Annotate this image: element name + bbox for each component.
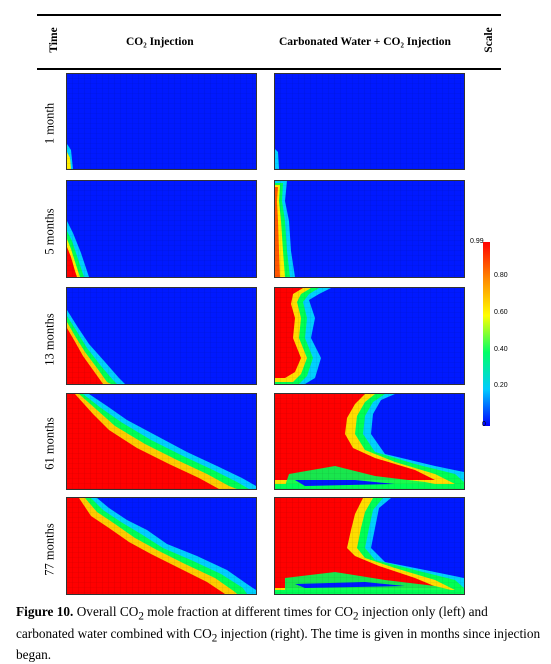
panel-co2-5-months [66,180,257,278]
co2-injection-header: CO₂ Injection [126,36,194,48]
figure-label: Figure 10. [16,604,74,619]
panel-co2-77-months [66,497,257,595]
panel-carbonated-5-months [274,180,465,278]
row-label-77-months: 77 months [42,523,57,576]
colorbar-tick-label: 0.20 [494,382,508,389]
caption-subscript: 2 [138,610,144,623]
row-label-1-month: 1 month [42,102,57,145]
row-label-61-months: 61 months [42,417,57,470]
colorbar-max-label: 0.99 [470,238,484,245]
carbonated-water-header: Carbonated Water + CO₂ Injection [279,36,451,48]
colorbar-tick-label: 0.40 [494,346,508,353]
caption-subscript: 2 [211,632,218,645]
figure-caption: Figure 10. Overall CO2 mole fraction at … [16,603,546,664]
top-rule [37,14,501,16]
panel-co2-1-month [66,73,257,170]
row-label-5-months: 5 months [42,208,57,255]
colorbar [483,242,490,426]
caption-subscript: 2 [353,610,359,623]
caption-text: Overall CO [73,604,139,619]
caption-text: injection only (left) and carbonated wat… [16,604,488,641]
colorbar-gradient-icon [483,242,490,426]
colorbar-tick-label: 0.80 [494,272,508,279]
colorbar-tick-label: 0.60 [494,309,508,316]
panel-carbonated-1-month [274,73,465,170]
panel-carbonated-77-months [274,497,465,595]
time-header: Time [48,27,60,53]
panel-carbonated-61-months [274,393,465,490]
caption-text: mole fraction at different times for CO [143,604,354,619]
panel-co2-61-months [66,393,257,490]
row-label-13-months: 13 months [42,313,57,366]
panel-co2-13-months [66,287,257,385]
colorbar-tick-label: 0 [482,421,486,428]
scale-header: Scale [483,27,495,53]
panel-carbonated-13-months [274,287,465,385]
header-rule [37,68,501,70]
